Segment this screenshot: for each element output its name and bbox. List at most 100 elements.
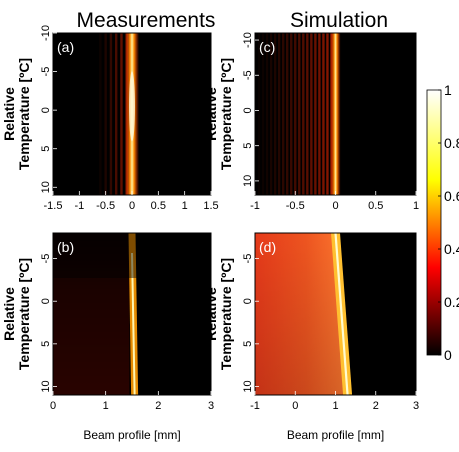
- y-tick-label: 0: [40, 298, 52, 304]
- fringe-line: [265, 33, 269, 195]
- colorbar-ticks: 1 0.8 0.6 0.4 0.2 0: [438, 82, 459, 363]
- x-tick-label: -1: [74, 200, 84, 212]
- panel-label: (c): [259, 39, 275, 55]
- panel-b-measurements-bottom: (b) -5 0 5 10 0 1 2 3 Relative Temperature [ºC] Bea…: [1, 232, 214, 442]
- x-tick-label: 2: [373, 400, 379, 412]
- fringe-line: [273, 33, 277, 195]
- panel-label: (b): [57, 239, 74, 255]
- y-axis-label-line2: Temperature [ºC]: [218, 58, 234, 170]
- y-axis-label-line1: Relative: [1, 287, 17, 341]
- fringe-line: [115, 33, 118, 195]
- colorbar: 1 0.8 0.6 0.4 0.2 0: [426, 82, 459, 363]
- y-tick-label: 10: [242, 175, 254, 187]
- y-tick-label: -10: [40, 25, 52, 41]
- heatmap-content: [53, 233, 211, 395]
- y-tick-label: -5: [40, 67, 52, 77]
- y-tick-label: 5: [242, 143, 254, 149]
- x-tick-label: 2: [155, 400, 161, 412]
- fringe-line: [302, 33, 305, 195]
- y-tick-label: 10: [242, 380, 254, 392]
- fringe-line: [290, 33, 293, 195]
- x-tick-label: 3: [208, 400, 214, 412]
- y-axis-label-line2: Temperature [ºC]: [16, 258, 32, 370]
- y-tick-label: -5: [40, 254, 52, 264]
- y-tick-label: -10: [242, 32, 254, 48]
- beam-core: [131, 252, 136, 395]
- fringe-line: [255, 33, 257, 195]
- y-axis-label-line1: Relative: [203, 287, 219, 341]
- y-axis-label-line1: Relative: [203, 87, 219, 141]
- y-tick-label: 10: [40, 380, 52, 392]
- x-tick-label: 1.5: [203, 200, 218, 212]
- y-tick-label: -5: [242, 70, 254, 80]
- fringe-line: [261, 33, 265, 195]
- y-tick-label: 0: [40, 107, 52, 113]
- fringe-line: [298, 33, 301, 195]
- x-tick-label: 0: [50, 400, 56, 412]
- x-tick-label: 3: [413, 400, 419, 412]
- fringe-line: [310, 33, 313, 195]
- x-axis-label: Beam profile [mm]: [287, 428, 384, 442]
- colorbar-tick-label: 0.4: [444, 241, 459, 257]
- fringe-line: [322, 33, 325, 195]
- y-tick-label: 0: [242, 107, 254, 113]
- column-title-measurements: Measurements: [77, 9, 216, 32]
- fringe-line: [314, 33, 317, 195]
- y-tick-label: 5: [40, 341, 52, 347]
- y-axis-label-line2: Temperature [ºC]: [218, 258, 234, 370]
- fringe-line: [277, 33, 281, 195]
- y-tick-label: 0: [242, 298, 254, 304]
- x-axis-label: Beam profile [mm]: [83, 428, 180, 442]
- fringe-line: [120, 33, 123, 195]
- x-tick-label: 1: [103, 400, 109, 412]
- heatmap-content: [99, 33, 139, 195]
- main-beam: [330, 33, 341, 195]
- colorbar-tick-label: 0.6: [444, 188, 459, 204]
- fringe-line: [326, 33, 329, 195]
- fringe-line: [294, 33, 297, 195]
- y-tick-label: 5: [40, 146, 52, 152]
- fringe-line: [269, 33, 273, 195]
- x-tick-label: -1.5: [44, 200, 63, 212]
- x-tick-label: 0: [292, 400, 298, 412]
- y-tick-label: -5: [242, 254, 254, 264]
- fringe-line: [286, 33, 289, 195]
- y-axis-label-line1: Relative: [1, 87, 17, 141]
- panel-label: (a): [57, 39, 74, 55]
- x-tick-label: 0: [129, 200, 135, 212]
- panel-d-simulation-bottom: (d) -5 0 5 10 -1 0 1 2 3 Relative Temperature [ºC] B…: [203, 232, 419, 442]
- fringe-line: [281, 33, 285, 195]
- x-tick-label: -1: [250, 400, 260, 412]
- fringe-line: [257, 33, 261, 195]
- axes-frame: [52, 232, 212, 396]
- beam-core: [334, 233, 349, 395]
- panel-label: (d): [259, 239, 276, 255]
- x-tick-label: 0.5: [368, 200, 383, 212]
- heatmap-content: [255, 33, 341, 195]
- colorbar-tick-label: 1: [444, 82, 452, 98]
- x-tick-label: 0: [332, 200, 338, 212]
- fringe-line: [306, 33, 309, 195]
- fringe-line: [318, 33, 321, 195]
- fringe-line: [99, 33, 102, 195]
- fringe-line: [109, 33, 113, 195]
- colorbar-tick-label: 0: [444, 347, 452, 363]
- colorbar-tick-label: 0.2: [444, 294, 459, 310]
- x-tick-label: 1: [413, 200, 419, 212]
- colorbar-tick-label: 0.8: [444, 135, 459, 151]
- beam-hotspot: [129, 71, 135, 142]
- heatmap-content: [255, 233, 353, 395]
- heatmap-top-shade: [53, 233, 211, 278]
- x-tick-label: -0.5: [96, 200, 115, 212]
- x-tick-label: 1: [182, 200, 188, 212]
- illuminated-shade: [255, 233, 348, 395]
- column-title-simulation: Simulation: [290, 9, 388, 32]
- fringe-line: [104, 33, 107, 195]
- panel-c-simulation-top: (c) -10 -5 0 5 10 -1 -0.5 0 0.5 1 Relative Temperatu…: [203, 32, 419, 212]
- x-tick-label: 1: [332, 400, 338, 412]
- colorbar-gradient: [426, 89, 442, 356]
- y-tick-label: 10: [40, 181, 52, 193]
- x-tick-label: -1: [250, 200, 260, 212]
